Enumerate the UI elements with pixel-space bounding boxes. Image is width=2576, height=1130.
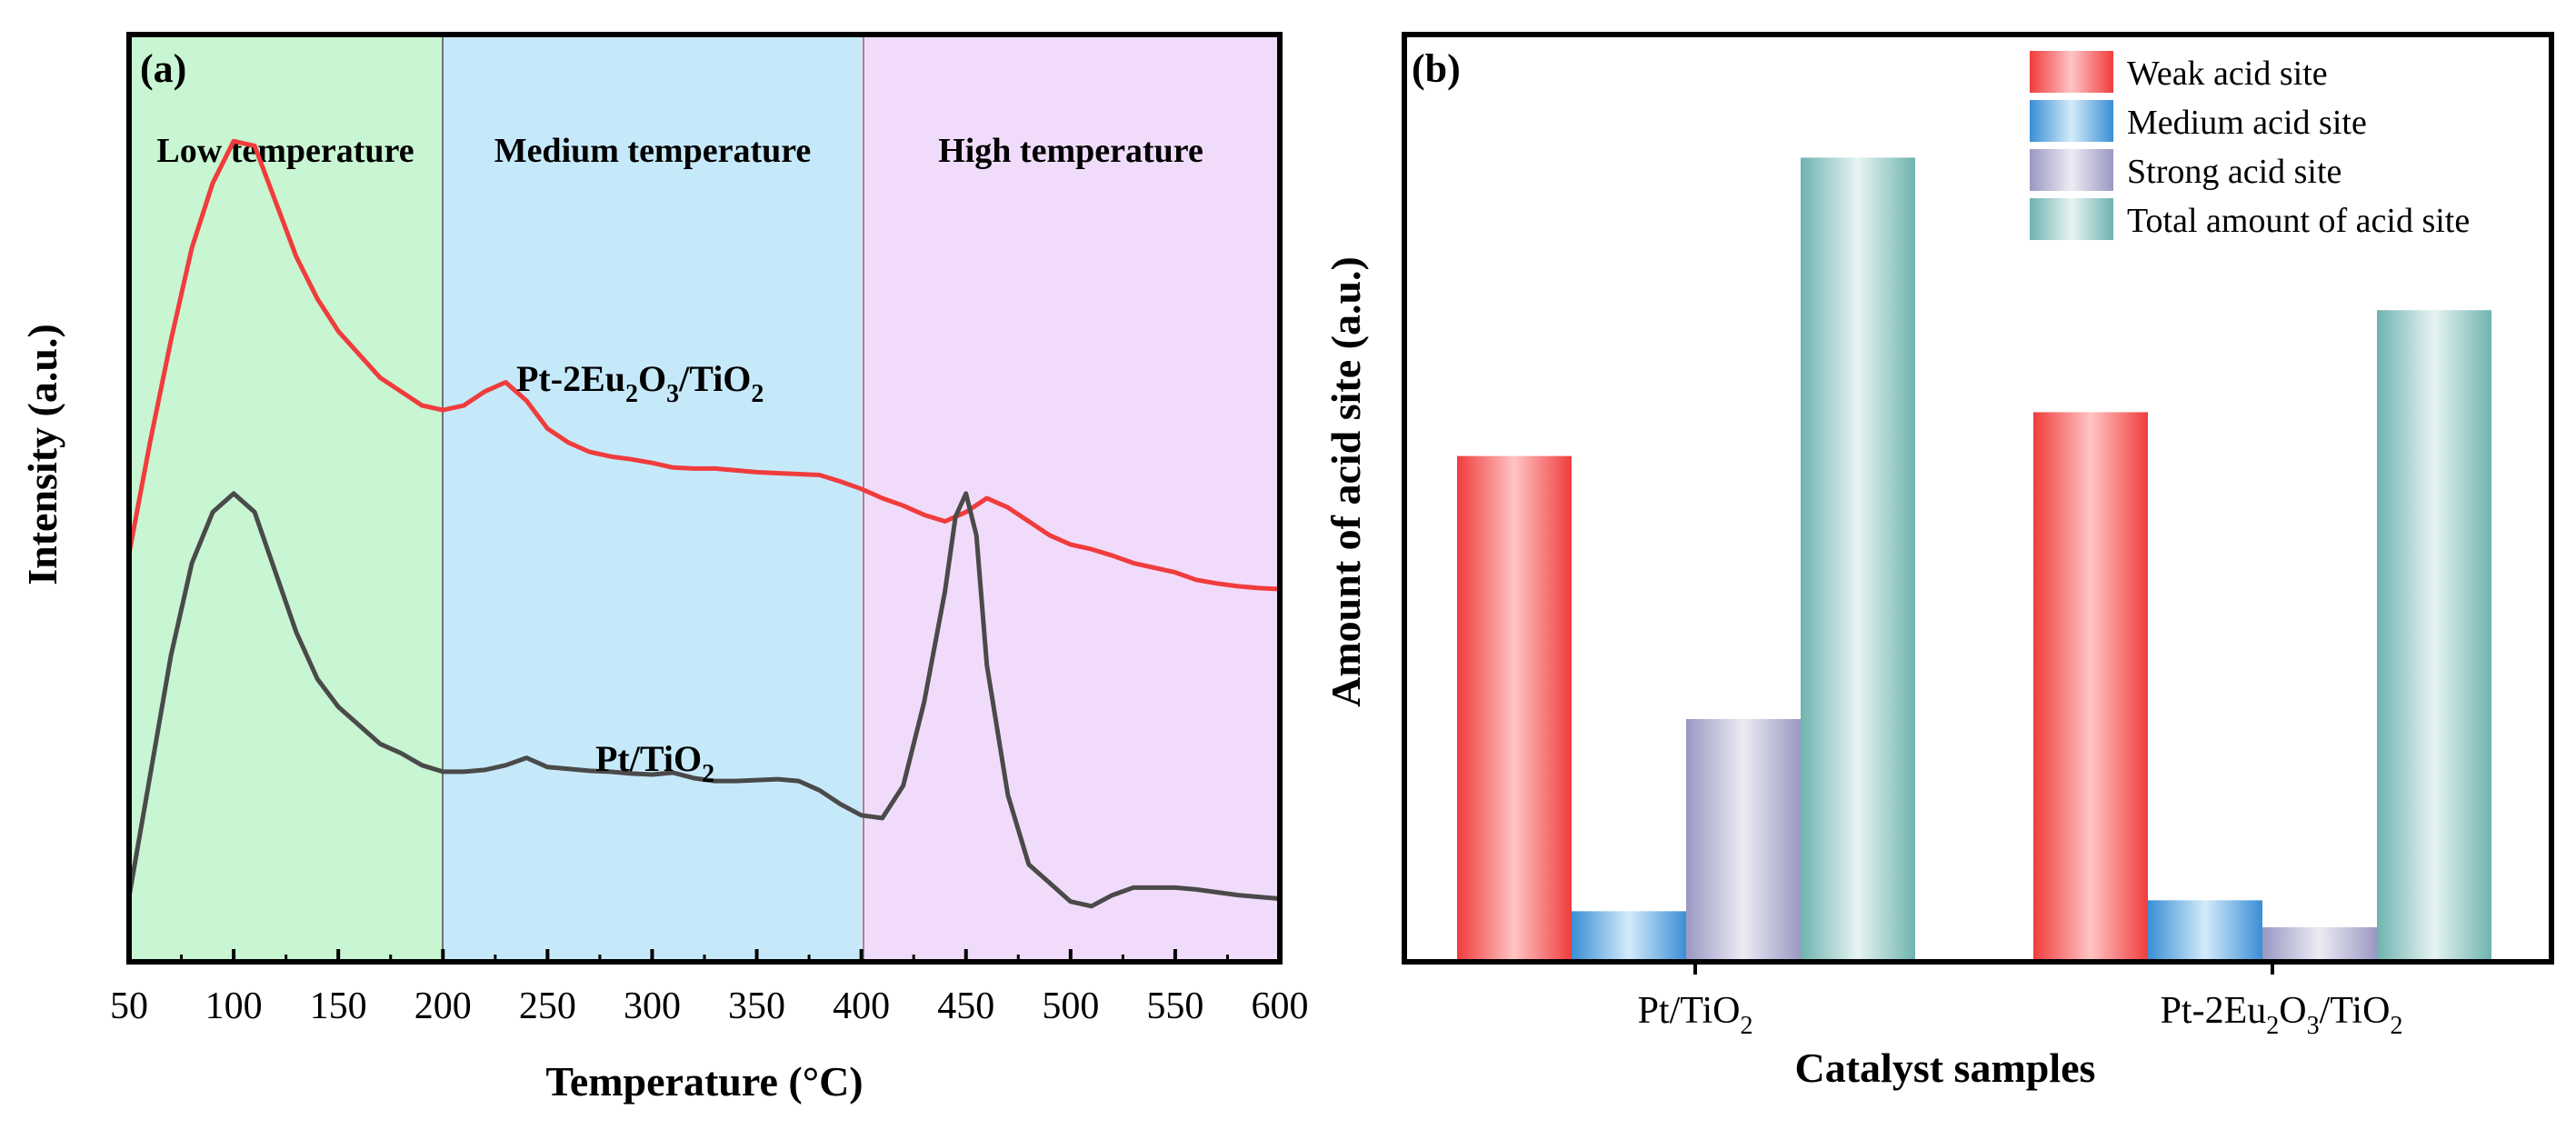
panel-b-bar-chart: (b) Pt/TiO2 Pt-2Eu2O3/TiO2 Catalyst samp… — [1323, 32, 2554, 1091]
plot-frame-a — [126, 32, 1283, 965]
x-tick-label-350: 350 — [728, 985, 785, 1027]
panel-label-b: (b) — [1412, 46, 1461, 91]
legend-swatch-total — [2030, 198, 2113, 240]
region-low-bg — [129, 35, 444, 962]
x-axis-label-b: Catalyst samples — [1795, 1045, 2096, 1091]
legend-label-weak: Weak acid site — [2127, 55, 2328, 93]
y-axis-label-b: Amount of acid site (a.u.) — [1323, 256, 1369, 707]
panel-a-line-chart: Low temperature Medium temperature High … — [19, 32, 1309, 1105]
category-label-pt-tio2: Pt/TiO2 — [1638, 990, 1753, 1040]
series-line-pt-2eu2o3-tio2 — [126, 138, 1281, 592]
bar-pt-2eu2o3-tio2-medium — [2148, 900, 2262, 962]
legend-label-medium: Medium acid site — [2127, 104, 2367, 142]
x-tick-label-250: 250 — [519, 985, 576, 1027]
x-tick-label-600: 600 — [1252, 985, 1309, 1027]
legend-swatch-medium — [2030, 100, 2113, 142]
bar-pt-tio2-medium — [1572, 911, 1686, 962]
x-axis-label-a: Temperature (°C) — [545, 1058, 863, 1105]
bar-pt-tio2-strong — [1686, 718, 1801, 962]
series-label-pt-2eu2o3-tio2: Pt-2Eu2O3/TiO2 — [516, 358, 764, 408]
x-tick-label-50: 50 — [110, 985, 148, 1027]
x-tick-label-500: 500 — [1042, 985, 1099, 1027]
y-axis-label-a: Intensity (a.u.) — [19, 324, 65, 585]
region-label-low: Low temperature — [156, 132, 414, 170]
legend-swatch-weak — [2030, 51, 2113, 93]
x-tick-label-200: 200 — [414, 985, 472, 1027]
x-tick-label-150: 150 — [310, 985, 367, 1027]
bar-pt-tio2-weak — [1457, 455, 1572, 962]
bar-pt-2eu2o3-tio2-strong — [2262, 926, 2377, 962]
region-label-medium: Medium temperature — [494, 132, 812, 170]
panel-label-a: (a) — [140, 46, 186, 91]
bar-pt-2eu2o3-tio2-weak — [2033, 412, 2148, 962]
region-label-high: High temperature — [938, 132, 1203, 170]
legend-label-total: Total amount of acid site — [2127, 202, 2470, 240]
x-tick-label-300: 300 — [624, 985, 681, 1027]
x-tick-label-450: 450 — [937, 985, 994, 1027]
bar-pt-2eu2o3-tio2-total — [2377, 310, 2491, 963]
category-label-pt-2eu2o3-tio2: Pt-2Eu2O3/TiO2 — [2161, 990, 2403, 1040]
x-tick-label-550: 550 — [1146, 985, 1203, 1027]
plot-frame-b — [1402, 32, 2554, 965]
legend: Weak acid site Medium acid site Strong a… — [2030, 51, 2470, 240]
series-line-pt-tio2 — [126, 491, 1281, 909]
legend-label-strong: Strong acid site — [2127, 153, 2341, 191]
series-label-pt-tio2: Pt/TiO2 — [595, 738, 714, 788]
legend-swatch-strong — [2030, 149, 2113, 191]
region-medium-bg — [443, 35, 862, 962]
x-tick-label-400: 400 — [833, 985, 890, 1027]
x-tick-label-100: 100 — [205, 985, 263, 1027]
region-high-bg — [861, 35, 1280, 962]
bar-pt-tio2-total — [1801, 157, 1915, 962]
bar-group — [1457, 157, 2491, 963]
